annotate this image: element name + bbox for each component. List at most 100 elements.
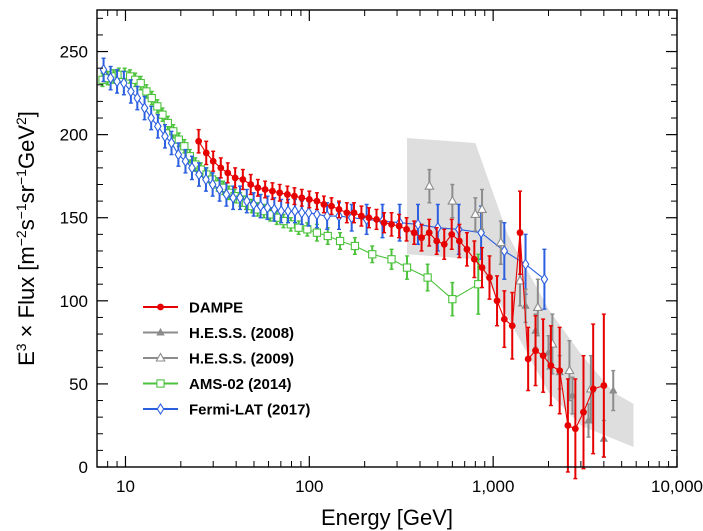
data-point — [153, 120, 162, 133]
data-point — [133, 92, 142, 105]
data-point — [254, 184, 262, 192]
data-point — [402, 263, 412, 272]
data-point — [414, 218, 422, 231]
data-point — [564, 422, 572, 429]
y-axis-title-superscript: 2 — [13, 117, 29, 125]
data-point — [540, 273, 549, 286]
data-point — [167, 136, 176, 149]
data-point — [261, 186, 269, 193]
data-point — [323, 231, 332, 241]
y-axis-title-part: sr — [14, 185, 39, 203]
series-layer — [98, 57, 618, 480]
data-point — [521, 258, 530, 271]
data-point — [276, 189, 284, 197]
y-axis-title-superscript: −2 — [13, 230, 29, 246]
x-tick-label: 100 — [295, 477, 323, 496]
data-point — [229, 191, 237, 204]
data-point — [516, 229, 524, 237]
data-point — [305, 196, 313, 203]
data-point — [380, 219, 388, 227]
x-tick-label: 10 — [116, 477, 135, 496]
legend-label: Fermi-LAT (2017) — [189, 402, 310, 419]
data-point — [277, 205, 286, 218]
data-point — [312, 228, 322, 237]
data-point — [524, 355, 532, 363]
data-point — [297, 206, 306, 219]
y-axis-title-superscript: −1 — [13, 203, 29, 219]
data-point — [323, 210, 331, 223]
data-point — [195, 137, 203, 145]
data-point — [320, 201, 328, 208]
data-point — [474, 280, 483, 289]
y-axis-title-superscript: −1 — [13, 169, 29, 185]
legend-label: H.E.S.S. (2009) — [189, 351, 294, 368]
data-point — [589, 385, 597, 393]
data-point — [600, 382, 608, 389]
data-point — [365, 214, 373, 222]
legend: DAMPE H.E.S.S. (2008) H.E.S.S. (2009) AMS-0… — [143, 300, 310, 419]
data-point — [477, 226, 485, 239]
data-point — [113, 75, 121, 88]
legend-entry-ams-02-2014: AMS-02 (2014) — [143, 376, 292, 393]
data-point — [222, 188, 231, 201]
data-point — [239, 176, 247, 183]
data-point — [470, 208, 481, 218]
data-point — [547, 362, 555, 370]
data-point — [231, 174, 239, 182]
data-point — [269, 187, 276, 195]
data-point — [448, 295, 457, 304]
data-point — [521, 301, 530, 309]
data-point — [313, 197, 321, 205]
data-point — [270, 203, 279, 216]
data-point — [350, 241, 360, 251]
x-tick-label: 1,000 — [472, 477, 515, 496]
data-point — [358, 212, 365, 220]
y-tick-label: 100 — [60, 292, 88, 311]
data-point — [447, 195, 458, 205]
data-point — [224, 169, 232, 177]
data-point — [284, 205, 292, 218]
data-point — [508, 322, 516, 330]
axis-ticks: 10 100 1,000 10,000 0 50 100 150 200 250 — [60, 10, 703, 496]
data-point — [500, 315, 508, 323]
series-dampe — [195, 128, 608, 480]
y-axis-title-part: GeV — [14, 125, 39, 169]
data-point — [335, 206, 343, 213]
data-point — [580, 408, 587, 416]
data-point — [433, 237, 441, 245]
data-point — [147, 93, 156, 103]
y-tick-label: 0 — [79, 458, 88, 477]
data-point — [127, 85, 135, 98]
legend-entry-fermi-lat-2017: Fermi-LAT (2017) — [143, 402, 310, 419]
data-point — [106, 72, 115, 85]
data-point — [298, 194, 306, 202]
data-point — [263, 201, 272, 214]
data-point — [188, 161, 196, 174]
legend-marker — [155, 352, 166, 362]
x-tick-label: 10,000 — [651, 477, 703, 496]
data-point — [304, 206, 313, 219]
data-point — [388, 220, 395, 228]
y-axis-title-part: ] — [14, 111, 39, 117]
data-point — [236, 191, 244, 204]
data-point — [335, 236, 345, 246]
data-point — [387, 255, 396, 264]
legend-label: AMS-02 (2014) — [189, 376, 292, 393]
data-point — [476, 203, 488, 213]
data-point — [350, 209, 358, 217]
data-point — [410, 229, 418, 237]
data-point — [120, 77, 128, 90]
data-point — [195, 168, 203, 181]
legend-marker — [156, 402, 165, 416]
data-point — [373, 215, 380, 223]
data-point — [343, 209, 351, 217]
data-point — [418, 234, 425, 242]
legend-label: H.E.S.S. (2008) — [189, 325, 294, 342]
data-point — [215, 183, 224, 196]
data-point — [514, 275, 526, 285]
data-point — [463, 245, 471, 253]
data-point — [294, 223, 303, 232]
data-point — [217, 164, 225, 172]
y-tick-label: 200 — [60, 126, 88, 145]
